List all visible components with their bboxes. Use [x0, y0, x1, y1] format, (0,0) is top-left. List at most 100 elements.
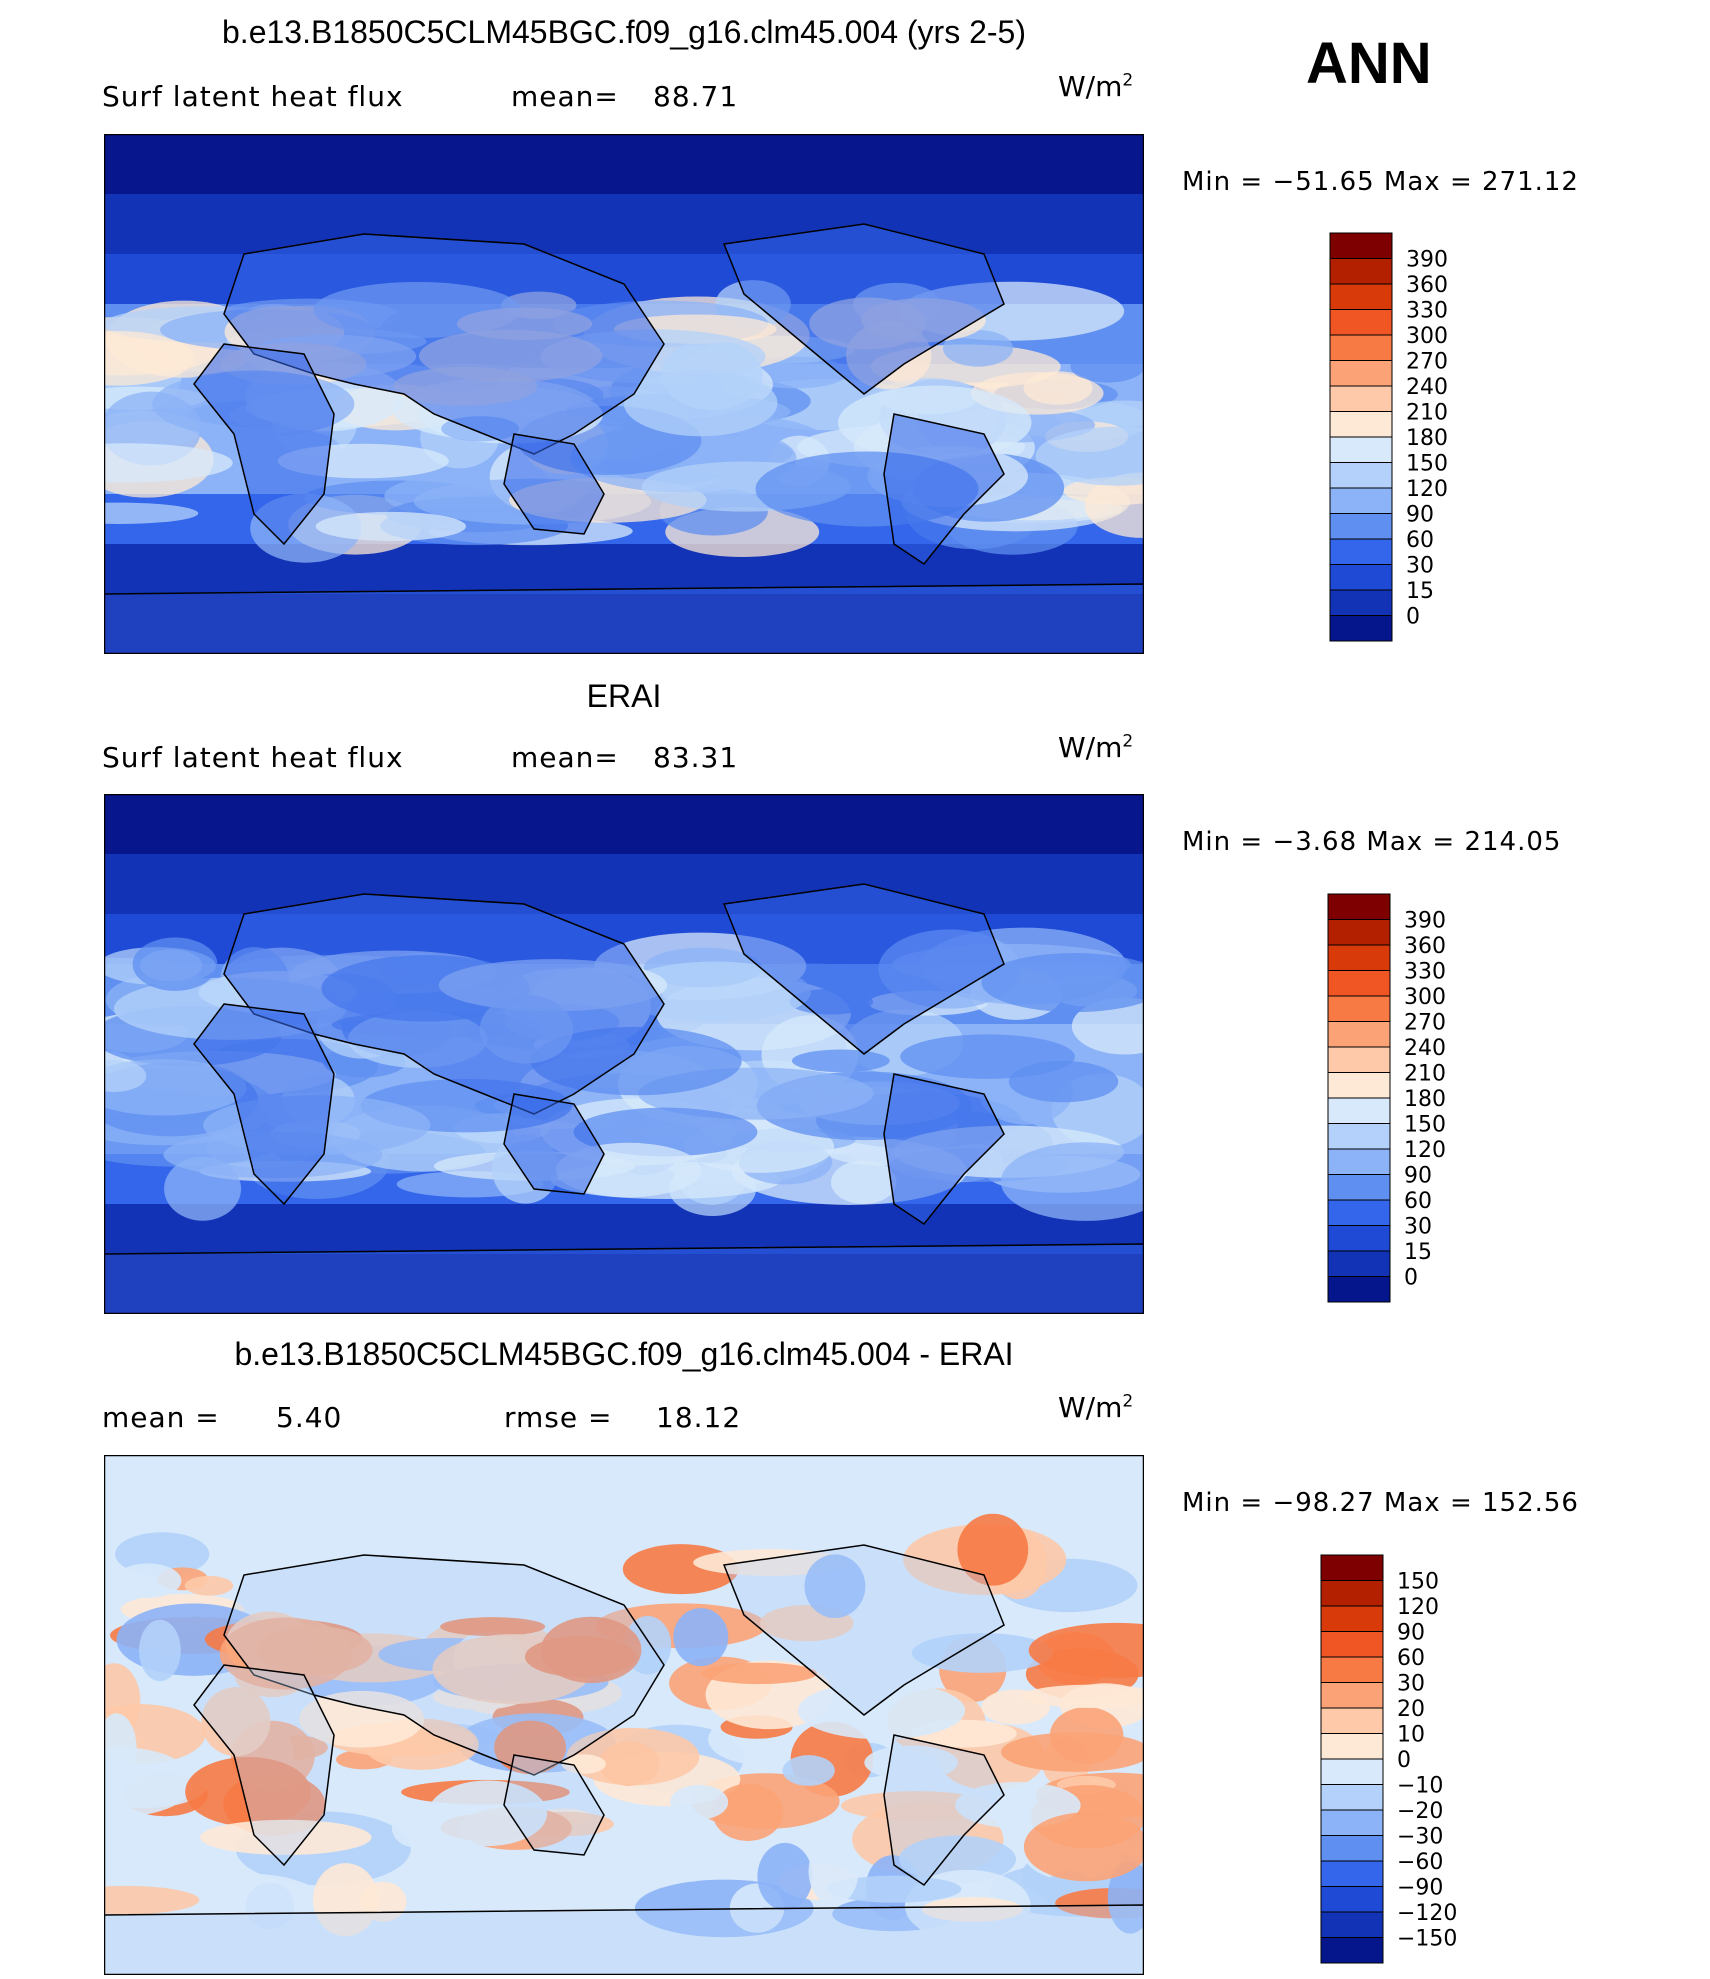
colorbar-swatch	[1327, 970, 1391, 997]
colorbar-swatch	[1327, 1021, 1391, 1048]
field-contour	[840, 1791, 993, 1821]
field-contour	[104, 1885, 200, 1915]
field-contour	[104, 443, 233, 483]
colorbar-swatch	[1320, 1911, 1384, 1938]
field-contour	[826, 1875, 962, 1903]
colorbar-tick-label: 330	[1406, 299, 1448, 324]
panel-2-map	[104, 794, 1144, 1314]
colorbar-swatch	[1329, 538, 1393, 565]
colorbar-tick-label: −20	[1397, 1799, 1443, 1824]
field-contour	[524, 1636, 637, 1678]
colorbar-swatch	[1329, 615, 1393, 642]
field-contour	[797, 1681, 966, 1740]
field-contour	[201, 1687, 271, 1757]
colorbar-tick-label: 30	[1406, 554, 1434, 579]
colorbar-tick-label: −10	[1397, 1774, 1443, 1799]
field-contour	[139, 1619, 181, 1682]
colorbar-swatch	[1329, 462, 1393, 489]
colorbar-tick-label: 330	[1404, 960, 1446, 985]
panel-3-units: W/m2	[1058, 1391, 1133, 1424]
panel-3-colorbar: 150 120 90 60 30 20 10 0 −10 −20 −30 −60 −90 −120 −150	[1320, 1554, 1471, 1965]
field-band	[104, 794, 1144, 854]
colorbar-tick-label: 0	[1406, 605, 1420, 630]
field-contour	[712, 1783, 784, 1841]
coastline	[883, 413, 1005, 566]
panel-2-mean-label: mean=	[511, 741, 619, 774]
field-contour	[943, 330, 1013, 367]
colorbar-swatch	[1320, 1886, 1384, 1913]
units-power: 2	[1122, 1391, 1134, 1412]
coastline	[503, 433, 605, 535]
field-contour	[440, 1617, 546, 1637]
coastline	[104, 1904, 1144, 1975]
colorbar-tick-label: 360	[1406, 273, 1448, 298]
field-contour	[955, 1782, 1081, 1829]
colorbar-swatch	[1329, 411, 1393, 438]
colorbar-swatch	[1320, 1580, 1384, 1607]
colorbar-swatch	[1329, 513, 1393, 540]
field-contour	[1107, 1861, 1144, 1934]
field-contour	[164, 1156, 242, 1221]
panel-2-min-max: Min = −3.68 Max = 214.05	[1182, 827, 1562, 857]
coastline	[193, 343, 335, 546]
colorbar-swatch	[1327, 995, 1391, 1022]
panel-1-title: b.e13.B1850C5CLM45BGC.f09_g16.clm45.004 …	[222, 14, 1026, 50]
field-contour	[1077, 400, 1144, 427]
colorbar-tick-label: 60	[1406, 528, 1434, 553]
colorbar-swatch	[1327, 1123, 1391, 1150]
colorbar-swatch	[1327, 893, 1391, 920]
coastline	[722, 1544, 1005, 1716]
field-contour	[757, 1842, 813, 1911]
field-contour	[791, 1049, 890, 1073]
field-contour	[566, 1727, 700, 1786]
colorbar-swatch	[1327, 1174, 1391, 1201]
colorbar-tick-label: 20	[1397, 1697, 1425, 1722]
coastline	[193, 1664, 335, 1867]
colorbar-swatch	[1329, 283, 1393, 310]
colorbar-swatch	[1320, 1809, 1384, 1836]
colorbar-tick-label: −60	[1397, 1850, 1443, 1875]
colorbar-swatch	[1320, 1937, 1384, 1964]
field-contour	[1008, 1060, 1119, 1103]
panel-3-mean-label: mean =	[102, 1401, 220, 1434]
colorbar-tick-label: 60	[1404, 1189, 1432, 1214]
field-contour	[561, 1754, 606, 1774]
units-text: W/m	[1058, 731, 1123, 764]
colorbar-tick-label: 390	[1406, 248, 1448, 273]
field-contour	[623, 369, 778, 437]
colorbar-tick-label: 390	[1404, 909, 1446, 934]
field-contour	[782, 1755, 835, 1786]
units-text: W/m	[1058, 70, 1123, 103]
colorbar-swatch	[1329, 564, 1393, 591]
colorbar-tick-label: 210	[1404, 1062, 1446, 1087]
field-contour	[1070, 349, 1144, 383]
panel-1-units: W/m2	[1058, 70, 1133, 103]
colorbar-swatch	[1329, 309, 1393, 336]
colorbar-swatch	[1327, 1072, 1391, 1099]
coastline	[193, 1003, 335, 1206]
field-contour	[911, 1633, 1053, 1673]
field-contour	[104, 1713, 137, 1784]
colorbar-tick-label: −120	[1397, 1901, 1457, 1926]
colorbar-tick-label: −30	[1397, 1825, 1443, 1850]
colorbar-tick-label: 15	[1404, 1240, 1432, 1265]
field-contour	[185, 1757, 311, 1827]
colorbar-tick-label: 90	[1397, 1621, 1425, 1646]
panel-2-map-svg	[104, 794, 1144, 1314]
colorbar-tick-label: 120	[1397, 1595, 1439, 1620]
field-contour	[808, 1837, 859, 1906]
colorbar-tick-label: 30	[1397, 1672, 1425, 1697]
field-contour	[428, 1780, 548, 1847]
field-contour	[657, 1844, 720, 1882]
coastline	[104, 583, 1144, 654]
field-contour	[1028, 1622, 1144, 1678]
field-contour	[701, 1662, 817, 1685]
units-text: W/m	[1058, 1391, 1123, 1424]
colorbar-tick-label: 120	[1404, 1138, 1446, 1163]
colorbar-swatch	[1329, 258, 1393, 285]
coastline	[104, 1243, 1144, 1314]
field-contour	[1071, 997, 1144, 1055]
